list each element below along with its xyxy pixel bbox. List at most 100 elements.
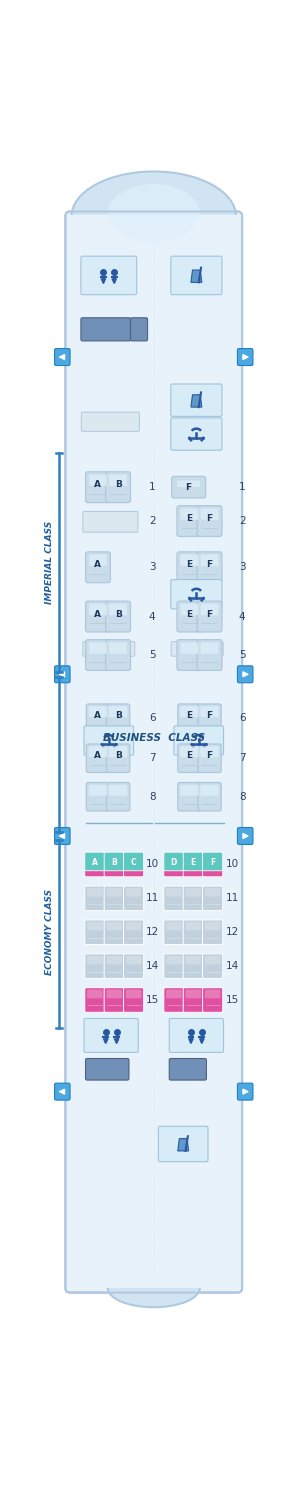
FancyBboxPatch shape: [83, 512, 138, 532]
FancyBboxPatch shape: [104, 953, 124, 979]
FancyBboxPatch shape: [106, 601, 130, 633]
FancyBboxPatch shape: [106, 744, 130, 773]
Text: 5: 5: [149, 651, 155, 660]
FancyBboxPatch shape: [85, 640, 110, 670]
FancyBboxPatch shape: [87, 989, 103, 998]
FancyBboxPatch shape: [205, 922, 220, 931]
FancyBboxPatch shape: [85, 1059, 129, 1080]
FancyBboxPatch shape: [238, 348, 253, 366]
FancyBboxPatch shape: [86, 744, 110, 773]
FancyBboxPatch shape: [177, 506, 202, 536]
FancyBboxPatch shape: [238, 1083, 253, 1099]
Text: A: A: [92, 858, 98, 866]
Text: A: A: [94, 480, 101, 489]
FancyBboxPatch shape: [84, 726, 134, 755]
FancyBboxPatch shape: [171, 580, 222, 608]
FancyBboxPatch shape: [185, 922, 201, 931]
Ellipse shape: [108, 1268, 200, 1307]
Text: F: F: [186, 483, 192, 491]
Text: E: E: [186, 751, 193, 761]
FancyBboxPatch shape: [200, 706, 219, 717]
Text: A: A: [94, 610, 101, 619]
FancyBboxPatch shape: [109, 604, 127, 616]
Text: 12: 12: [226, 928, 239, 937]
FancyBboxPatch shape: [89, 604, 107, 616]
FancyBboxPatch shape: [85, 551, 110, 583]
FancyBboxPatch shape: [55, 827, 70, 845]
FancyBboxPatch shape: [89, 747, 107, 758]
Text: 10: 10: [146, 860, 159, 869]
Text: A: A: [94, 751, 101, 761]
Text: 6: 6: [149, 714, 155, 723]
FancyBboxPatch shape: [177, 640, 202, 670]
Polygon shape: [191, 395, 202, 407]
Text: 12: 12: [146, 928, 159, 937]
FancyBboxPatch shape: [185, 956, 201, 964]
FancyBboxPatch shape: [169, 1018, 224, 1053]
FancyBboxPatch shape: [109, 785, 128, 795]
FancyBboxPatch shape: [238, 666, 253, 682]
FancyBboxPatch shape: [124, 852, 144, 870]
FancyBboxPatch shape: [181, 604, 198, 616]
Text: A: A: [94, 560, 101, 569]
FancyBboxPatch shape: [164, 920, 184, 944]
FancyBboxPatch shape: [198, 744, 221, 773]
FancyBboxPatch shape: [104, 852, 124, 870]
Text: E: E: [186, 711, 193, 720]
Text: BUSINESS  CLASS: BUSINESS CLASS: [103, 733, 205, 742]
FancyBboxPatch shape: [104, 886, 124, 911]
FancyBboxPatch shape: [200, 785, 219, 795]
Text: 11: 11: [146, 893, 159, 904]
FancyBboxPatch shape: [181, 643, 198, 654]
FancyBboxPatch shape: [178, 744, 201, 773]
FancyBboxPatch shape: [174, 726, 224, 755]
FancyBboxPatch shape: [202, 852, 223, 870]
FancyBboxPatch shape: [55, 348, 70, 366]
FancyBboxPatch shape: [81, 256, 137, 295]
FancyBboxPatch shape: [205, 989, 220, 998]
FancyBboxPatch shape: [85, 601, 110, 633]
FancyBboxPatch shape: [124, 886, 144, 911]
FancyBboxPatch shape: [164, 953, 184, 979]
Text: 2: 2: [239, 517, 245, 526]
FancyBboxPatch shape: [198, 783, 221, 810]
Text: D: D: [171, 858, 177, 866]
FancyBboxPatch shape: [106, 922, 122, 931]
Text: B: B: [111, 858, 117, 866]
FancyBboxPatch shape: [87, 889, 103, 896]
Ellipse shape: [108, 184, 200, 242]
FancyBboxPatch shape: [166, 922, 182, 931]
Text: 11: 11: [226, 893, 239, 904]
FancyBboxPatch shape: [201, 509, 218, 520]
FancyBboxPatch shape: [83, 642, 135, 657]
FancyBboxPatch shape: [124, 988, 144, 1012]
Text: 14: 14: [146, 961, 159, 971]
FancyBboxPatch shape: [202, 920, 223, 944]
Text: F: F: [210, 858, 215, 866]
Text: B: B: [115, 711, 122, 720]
FancyBboxPatch shape: [183, 886, 203, 911]
FancyBboxPatch shape: [201, 604, 218, 616]
FancyBboxPatch shape: [106, 471, 130, 503]
Text: 10: 10: [226, 860, 239, 869]
FancyBboxPatch shape: [89, 643, 107, 654]
Text: 3: 3: [149, 562, 155, 572]
FancyBboxPatch shape: [202, 864, 223, 876]
FancyBboxPatch shape: [200, 747, 219, 758]
Text: A: A: [94, 711, 101, 720]
FancyBboxPatch shape: [89, 785, 107, 795]
Polygon shape: [178, 1139, 189, 1151]
FancyBboxPatch shape: [183, 920, 203, 944]
Ellipse shape: [72, 172, 236, 261]
Text: IMPERIAL CLASS: IMPERIAL CLASS: [45, 521, 54, 604]
FancyBboxPatch shape: [201, 643, 218, 654]
Text: B: B: [115, 610, 122, 619]
FancyBboxPatch shape: [172, 476, 206, 498]
FancyBboxPatch shape: [164, 864, 184, 876]
FancyBboxPatch shape: [185, 889, 201, 896]
Text: B: B: [115, 751, 122, 761]
FancyBboxPatch shape: [183, 953, 203, 979]
FancyBboxPatch shape: [55, 1083, 70, 1099]
Text: 15: 15: [226, 995, 239, 1005]
FancyBboxPatch shape: [109, 706, 128, 717]
